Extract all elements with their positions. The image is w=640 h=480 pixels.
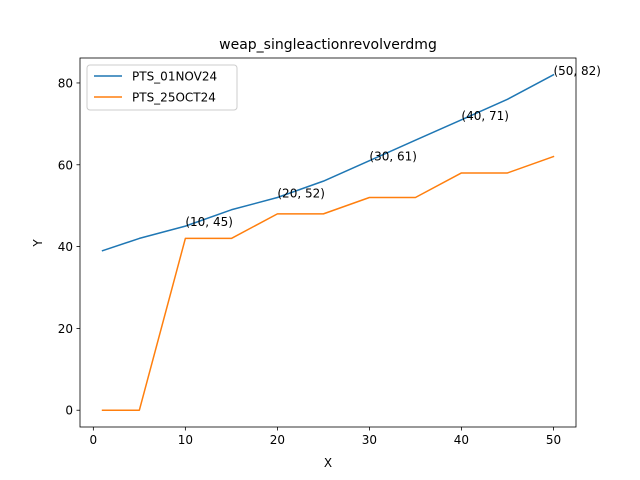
annotations: (10, 45) (20, 52) (30, 61) (40, 71) (50, 82) (185, 64, 601, 229)
x-tick-label: 30 (362, 433, 377, 447)
x-axis-label: X (324, 456, 332, 470)
y-tick-label: 60 (58, 158, 73, 172)
series-line-1 (101, 155, 555, 411)
x-tick-label: 10 (178, 433, 193, 447)
series-line-0 (101, 73, 555, 252)
chart-title: weap_singleactionrevolverdmg (219, 37, 437, 53)
x-tick-label: 20 (270, 433, 285, 447)
x-tick-label: 0 (90, 433, 98, 447)
point-annotation: (20, 52) (277, 187, 325, 201)
y-tick-label: 80 (58, 76, 73, 90)
y-tick-label: 0 (65, 404, 73, 418)
point-annotation: (40, 71) (461, 109, 509, 123)
y-tick-label: 20 (58, 322, 73, 336)
axes-frame (79, 57, 577, 428)
point-annotation: (10, 45) (185, 215, 233, 229)
y-axis-label: Y (31, 239, 45, 248)
x-tick-label: 50 (546, 433, 561, 447)
plot-area (79, 57, 577, 428)
y-tick-label: 40 (58, 240, 73, 254)
point-annotation: (30, 61) (369, 150, 417, 164)
legend: PTS_01NOV24 PTS_25OCT24 (86, 64, 238, 111)
x-axis-ticks: 0 10 20 30 40 50 (90, 427, 561, 447)
legend-box (86, 64, 238, 111)
y-axis-ticks: 0 20 40 60 80 (58, 76, 80, 418)
legend-label-1: PTS_25OCT24 (132, 91, 216, 105)
x-tick-label: 40 (454, 433, 469, 447)
legend-label-0: PTS_01NOV24 (132, 70, 217, 84)
point-annotation: (50, 82) (553, 64, 601, 78)
